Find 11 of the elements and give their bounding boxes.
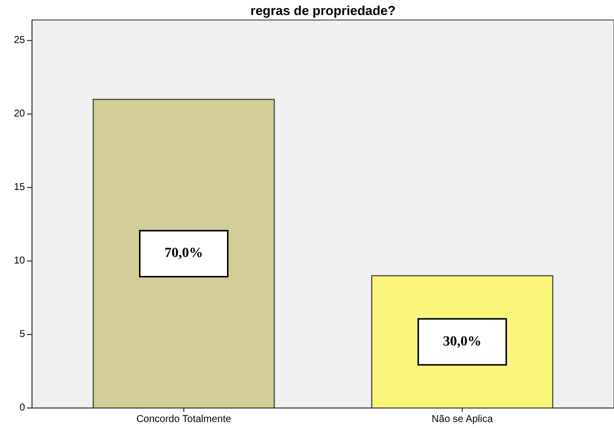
y-tick-label: 15	[14, 182, 26, 194]
y-tick-label: 25	[14, 35, 26, 46]
chart-title: regras de propriedade?	[250, 3, 396, 18]
annotation: 70,0%	[164, 246, 204, 262]
y-tick-label: 10	[14, 256, 26, 267]
x-tick-label: Não se Aplica	[432, 414, 494, 425]
y-tick-label: 5	[19, 329, 26, 340]
y-tick-label: 20	[14, 108, 26, 120]
x-tick-label: Concordo Totalmente	[136, 414, 232, 425]
annotation: 30,0%	[442, 334, 482, 350]
y-tick-label: 0	[19, 402, 26, 414]
